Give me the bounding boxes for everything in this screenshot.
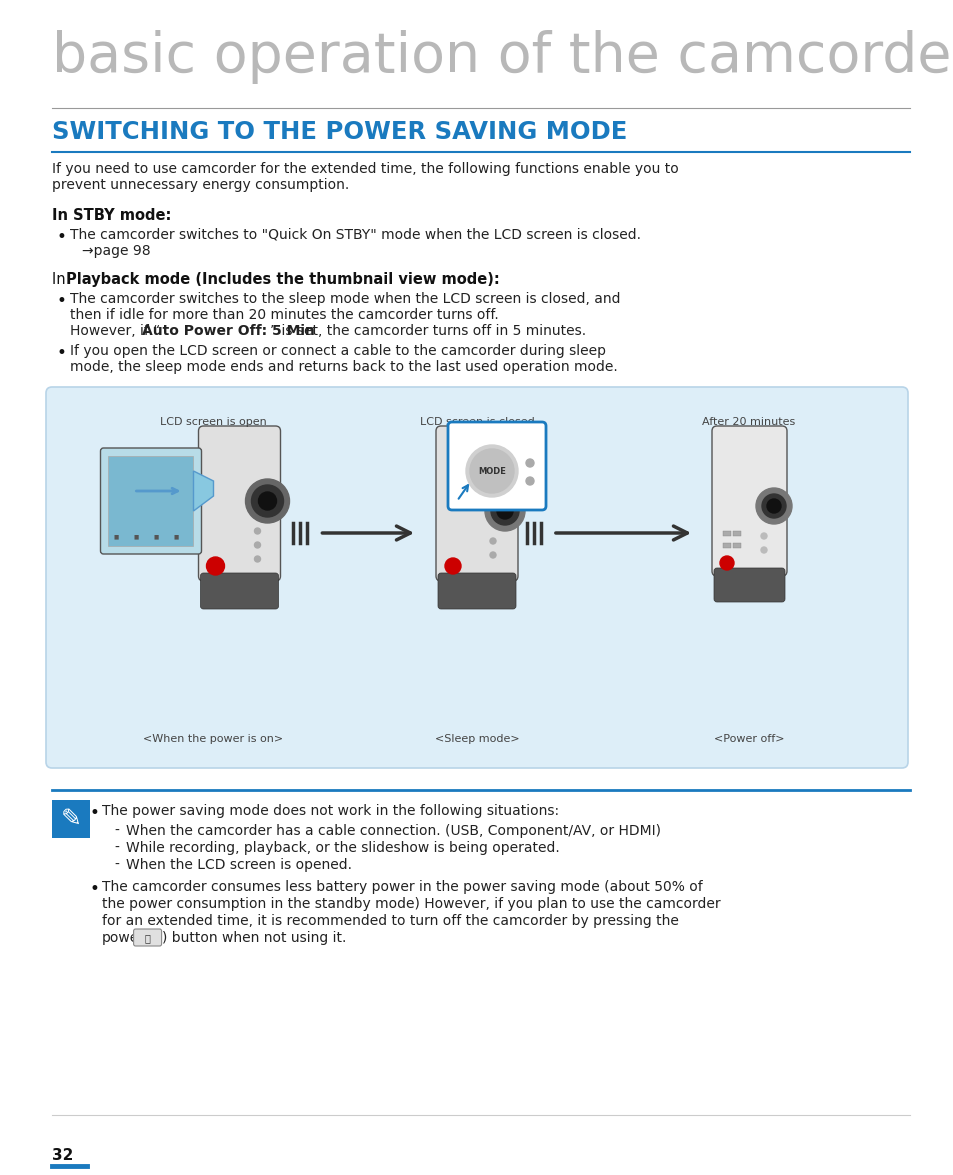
FancyBboxPatch shape [133,929,161,946]
Circle shape [491,497,518,525]
FancyBboxPatch shape [198,427,280,580]
Circle shape [484,491,524,531]
Text: The camcorder switches to the sleep mode when the LCD screen is closed, and: The camcorder switches to the sleep mode… [70,293,619,306]
Text: •: • [90,880,100,898]
Circle shape [490,552,496,558]
Text: ✎: ✎ [60,807,81,831]
Circle shape [252,485,283,517]
FancyBboxPatch shape [722,543,730,548]
Text: ■: ■ [173,533,178,539]
Text: basic operation of the camcorder: basic operation of the camcorder [52,31,953,83]
Text: 32: 32 [52,1148,73,1163]
Text: ) button when not using it.: ) button when not using it. [161,931,346,945]
Text: When the camcorder has a cable connection. (USB, Component/AV, or HDMI): When the camcorder has a cable connectio… [126,824,660,838]
Circle shape [525,459,534,466]
Text: power(: power( [102,931,151,945]
Circle shape [483,478,490,484]
Text: ■: ■ [153,533,158,539]
Text: Playback mode (Includes the thumbnail view mode):: Playback mode (Includes the thumbnail vi… [66,271,499,287]
Text: The camcorder switches to "Quick On STBY" mode when the LCD screen is closed.: The camcorder switches to "Quick On STBY… [70,228,640,242]
Text: mode, the sleep mode ends and returns back to the last used operation mode.: mode, the sleep mode ends and returns ba… [70,360,618,374]
Text: ” is set, the camcorder turns off in 5 minutes.: ” is set, the camcorder turns off in 5 m… [270,324,586,338]
Circle shape [470,449,514,494]
Text: •: • [57,293,67,310]
FancyBboxPatch shape [448,422,545,510]
Text: then if idle for more than 20 minutes the camcorder turns off.: then if idle for more than 20 minutes th… [70,308,498,322]
Circle shape [490,538,496,544]
Text: In STBY mode:: In STBY mode: [52,208,172,223]
Text: for an extended time, it is recommended to turn off the camcorder by pressing th: for an extended time, it is recommended … [102,914,679,928]
Text: The camcorder consumes less battery power in the power saving mode (about 50% of: The camcorder consumes less battery powe… [102,880,702,894]
Text: ■: ■ [113,533,118,539]
FancyBboxPatch shape [722,531,730,536]
Circle shape [525,477,534,485]
FancyBboxPatch shape [100,448,201,553]
FancyBboxPatch shape [46,387,907,768]
FancyBboxPatch shape [109,456,193,546]
Text: •: • [90,804,100,822]
Text: <When the power is on>: <When the power is on> [143,734,283,744]
Text: SWITCHING TO THE POWER SAVING MODE: SWITCHING TO THE POWER SAVING MODE [52,120,627,145]
Text: ⏻: ⏻ [145,933,151,944]
Text: →page 98: →page 98 [82,244,151,258]
Circle shape [451,489,456,495]
Circle shape [254,528,260,533]
Text: In: In [52,271,71,287]
Text: prevent unnecessary energy consumption.: prevent unnecessary energy consumption. [52,177,349,192]
Polygon shape [193,471,213,511]
Text: the power consumption in the standby mode) However, if you plan to use the camco: the power consumption in the standby mod… [102,897,720,911]
Text: •: • [57,228,67,246]
Text: Auto Power Off: 5 Min: Auto Power Off: 5 Min [142,324,314,338]
Circle shape [465,445,517,497]
Text: The power saving mode does not work in the following situations:: The power saving mode does not work in t… [102,804,558,818]
FancyBboxPatch shape [436,427,517,580]
FancyBboxPatch shape [711,427,786,576]
FancyBboxPatch shape [732,543,740,548]
Text: -: - [113,858,119,872]
FancyBboxPatch shape [437,573,516,609]
FancyBboxPatch shape [52,800,90,838]
Circle shape [254,556,260,562]
Text: MODE: MODE [477,466,505,476]
Circle shape [760,533,766,539]
Circle shape [451,468,456,474]
Text: LCD screen is open: LCD screen is open [160,417,267,427]
Text: When the LCD screen is opened.: When the LCD screen is opened. [126,858,352,872]
Circle shape [766,499,781,513]
Text: LCD screen is closed: LCD screen is closed [419,417,534,427]
Circle shape [444,558,460,575]
Text: ■: ■ [133,533,138,539]
Circle shape [258,492,276,510]
Text: However, if “: However, if “ [70,324,160,338]
Circle shape [761,494,785,518]
Circle shape [755,488,791,524]
Text: While recording, playback, or the slideshow is being operated.: While recording, playback, or the slides… [126,841,559,855]
Circle shape [471,495,477,501]
Text: After 20 minutes: After 20 minutes [701,417,795,427]
FancyBboxPatch shape [732,531,740,536]
FancyBboxPatch shape [713,568,784,602]
Text: <Power off>: <Power off> [713,734,783,744]
Text: If you open the LCD screen or connect a cable to the camcorder during sleep: If you open the LCD screen or connect a … [70,344,605,358]
Text: If you need to use camcorder for the extended time, the following functions enab: If you need to use camcorder for the ext… [52,162,678,176]
Circle shape [254,542,260,548]
Circle shape [497,503,513,519]
Text: <Sleep mode>: <Sleep mode> [435,734,518,744]
FancyBboxPatch shape [200,573,278,609]
Circle shape [245,479,289,523]
Circle shape [720,556,733,570]
Circle shape [760,548,766,553]
Circle shape [206,557,224,575]
Circle shape [471,461,477,466]
Text: -: - [113,824,119,838]
Text: •: • [57,344,67,362]
Text: -: - [113,841,119,855]
